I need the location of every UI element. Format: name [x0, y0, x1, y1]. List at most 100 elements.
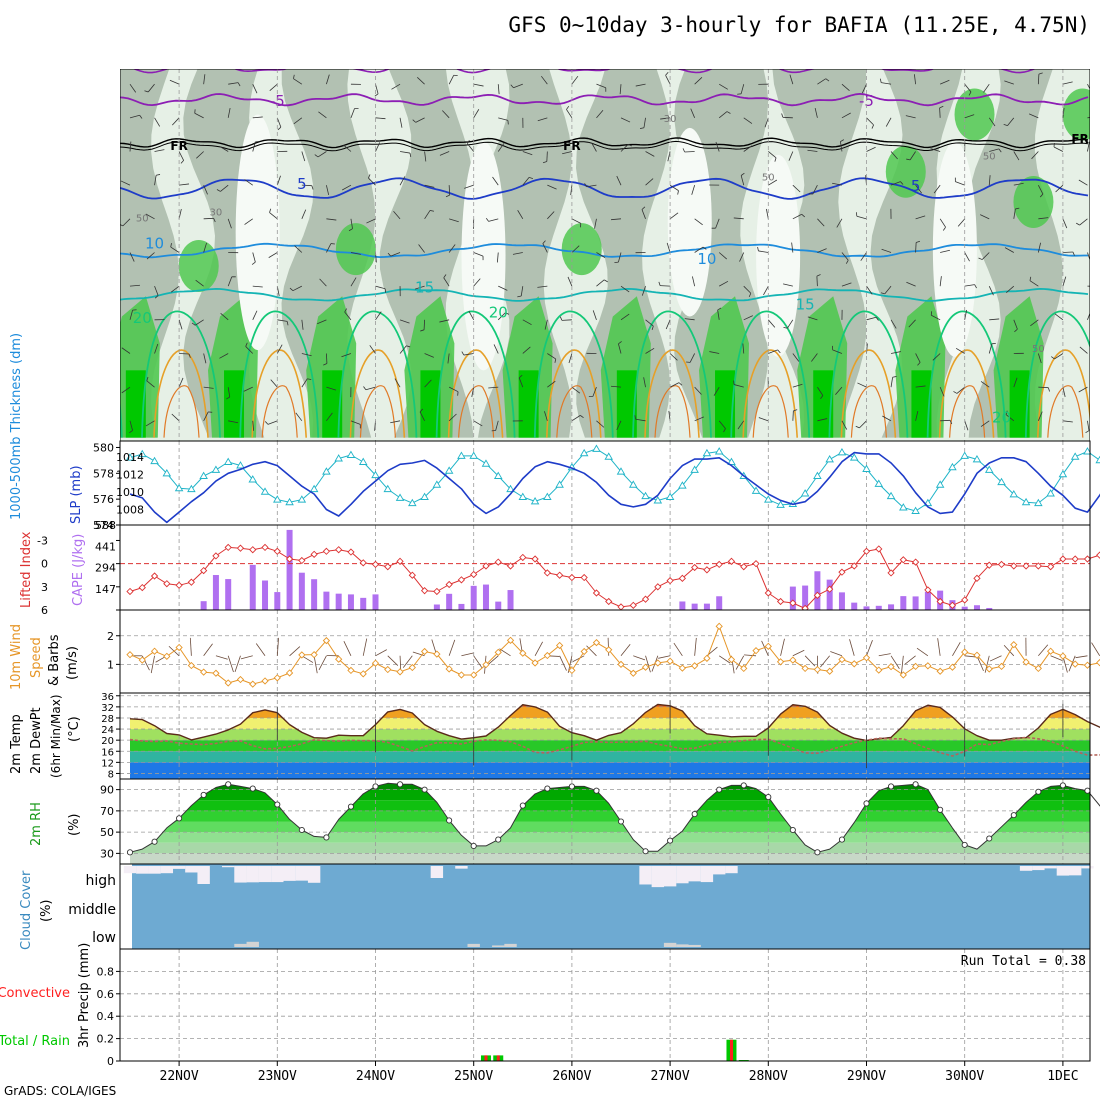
wind-barb: [596, 83, 606, 89]
temp-label: 28: [101, 714, 114, 725]
wind-barb: [227, 276, 233, 287]
wind-speed-marker: [200, 668, 208, 676]
wind-barb-flag: [939, 105, 944, 109]
wind-speed-marker: [1046, 647, 1055, 655]
wind10m-barb: [375, 649, 387, 657]
wind-barb: [391, 83, 401, 90]
wind-speed-marker: [813, 665, 822, 674]
slp-marker: [223, 457, 233, 465]
wind-speed-marker: [236, 675, 245, 684]
isotherm-label: 20: [489, 303, 508, 321]
isotherm-minus5: [120, 93, 1089, 107]
wind-barb: [342, 184, 352, 191]
slp-marker: [1058, 469, 1068, 478]
isotherm-label: 5: [297, 175, 307, 193]
rh-axis-label-2: (%): [67, 814, 82, 837]
rh-marker: [765, 794, 772, 801]
rh-marker: [814, 849, 821, 856]
wind-speed-marker: [1083, 661, 1092, 669]
rh-label: 90: [100, 784, 114, 797]
wind-barb-flag: [191, 322, 196, 326]
isotherm-20: [828, 310, 909, 438]
wind-barb-flag: [651, 325, 654, 331]
top-date-label: 24NOV: [356, 50, 395, 65]
slp-marker: [874, 479, 884, 487]
wind-speed-marker: [519, 649, 527, 657]
slp-tick-label: 1010: [116, 486, 144, 499]
isotherm-label: 20: [133, 309, 152, 327]
cape-bar: [495, 601, 502, 610]
top-date-label: 23NOV: [258, 50, 297, 65]
lifted-index-marker: [691, 563, 699, 572]
isotherm-25: [742, 349, 799, 438]
isotherm-25: [349, 349, 406, 438]
wind-barb: [816, 276, 818, 287]
slp-tick-label: 1012: [116, 468, 144, 481]
wind-barb: [718, 420, 726, 429]
slp-marker: [162, 468, 172, 477]
isotherm-30: [752, 385, 789, 438]
wind-barb-flag: [429, 210, 435, 212]
lifted-index-marker: [862, 547, 871, 555]
cloud-high-bar: [136, 866, 149, 874]
wind-barb: [424, 184, 435, 188]
wind10m-barb: [412, 651, 425, 657]
wind-barb: [643, 117, 646, 128]
wind-barb: [989, 318, 1000, 321]
wind-speed-marker: [801, 664, 809, 673]
wind10m-barb: [572, 655, 585, 663]
wind-barb: [366, 218, 376, 224]
isotherm-25: [644, 349, 700, 438]
wind10m-barb: [1068, 655, 1076, 672]
rh-shade-70: [895, 296, 946, 438]
slp-marker: [849, 453, 859, 461]
wind-barb: [547, 380, 556, 388]
rh-band: [130, 842, 1090, 854]
wind-barb: [154, 149, 165, 152]
wind-barb: [596, 110, 604, 119]
isotherm-20: [239, 310, 320, 438]
wind-barb: [513, 83, 523, 89]
wind-barb: [955, 181, 965, 186]
wind-barb: [841, 282, 852, 287]
wind-speed-marker: [1022, 658, 1030, 666]
wind-speed-marker: [887, 663, 895, 671]
precip-tick-label: 0.4: [97, 1010, 115, 1023]
wind-barb: [643, 377, 646, 388]
wind-barb-flag: [528, 177, 534, 179]
lifted-index-marker: [1083, 555, 1092, 563]
pressure-label: 500: [93, 95, 114, 108]
slp-marker: [199, 471, 208, 479]
wind-barb: [267, 420, 278, 425]
wind-speed-marker: [1071, 660, 1079, 668]
lifted-index-marker: [703, 566, 711, 574]
wind-barb: [326, 353, 328, 364]
slp-marker: [800, 489, 810, 497]
wind-barb: [368, 177, 376, 186]
wind-barb: [645, 178, 654, 186]
wind-barb: [498, 117, 509, 121]
lifted-index-marker: [776, 597, 785, 606]
lifted-cape-panel: -3 0 3 6 147 294 441 588 Lifted Index CAPE (J/kg): [19, 519, 1100, 617]
wind-speed-marker: [150, 647, 159, 655]
wind-barb: [988, 175, 991, 186]
wind10m-barb: [1038, 644, 1049, 657]
wind-speed-marker: [617, 660, 625, 669]
slp-tick-label: 1014: [116, 451, 144, 464]
slp-tick-label: 1008: [116, 503, 144, 516]
lifted-index-marker: [175, 581, 183, 589]
wind-barb: [252, 285, 263, 288]
top-date-label: 28NOV: [749, 50, 788, 65]
wind-barb: [498, 285, 508, 291]
cloud-high-bar: [1068, 866, 1082, 876]
wind-barb: [447, 353, 450, 364]
wind-speed-marker: [666, 657, 674, 665]
wind-barb-flag: [406, 345, 411, 348]
lifted-index-marker: [224, 543, 232, 552]
wind-barb: [787, 319, 794, 329]
wind-barb: [1062, 276, 1067, 287]
isotherm-20: [926, 310, 1007, 438]
pressure-label: 800: [93, 297, 114, 310]
wind-barb: [1037, 411, 1043, 421]
wind-barb: [839, 141, 843, 152]
